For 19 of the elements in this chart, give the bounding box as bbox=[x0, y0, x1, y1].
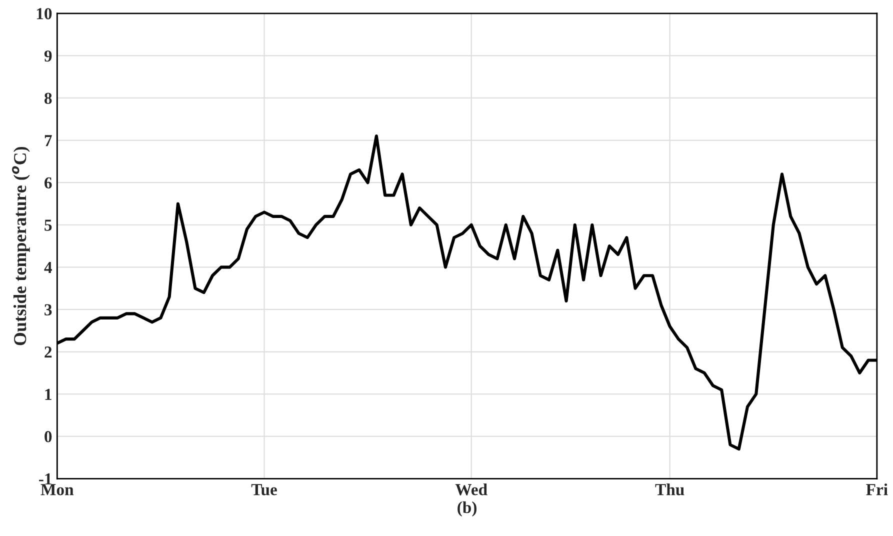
y-tick-label: 1 bbox=[45, 388, 52, 400]
y-tick-label: 0 bbox=[44, 431, 52, 442]
y-tick-label: 7 bbox=[44, 135, 52, 146]
y-tick-label: 8 bbox=[44, 92, 52, 104]
y-tick-label: 5 bbox=[44, 220, 52, 231]
y-tick-label: -1 bbox=[39, 473, 52, 484]
x-tick-label: Wed bbox=[455, 484, 488, 496]
y-axis-title: Outside temperature ($^{o}$C) bbox=[12, 146, 30, 346]
y-tick-label: 9 bbox=[44, 50, 52, 62]
x-axis-title: (b) bbox=[458, 501, 476, 517]
y-tick-label: 6 bbox=[44, 177, 52, 189]
x-tick-label: Mon bbox=[40, 484, 74, 496]
x-tick-label: Fri bbox=[866, 484, 888, 496]
y-tick-label: 2 bbox=[44, 346, 52, 358]
y-tick-label: 3 bbox=[44, 304, 52, 316]
y-tick-label: 4 bbox=[44, 262, 52, 273]
y-tick-label: 10 bbox=[36, 8, 52, 20]
x-tick-label: Tue bbox=[251, 484, 277, 496]
x-tick-label: Thu bbox=[655, 484, 684, 496]
